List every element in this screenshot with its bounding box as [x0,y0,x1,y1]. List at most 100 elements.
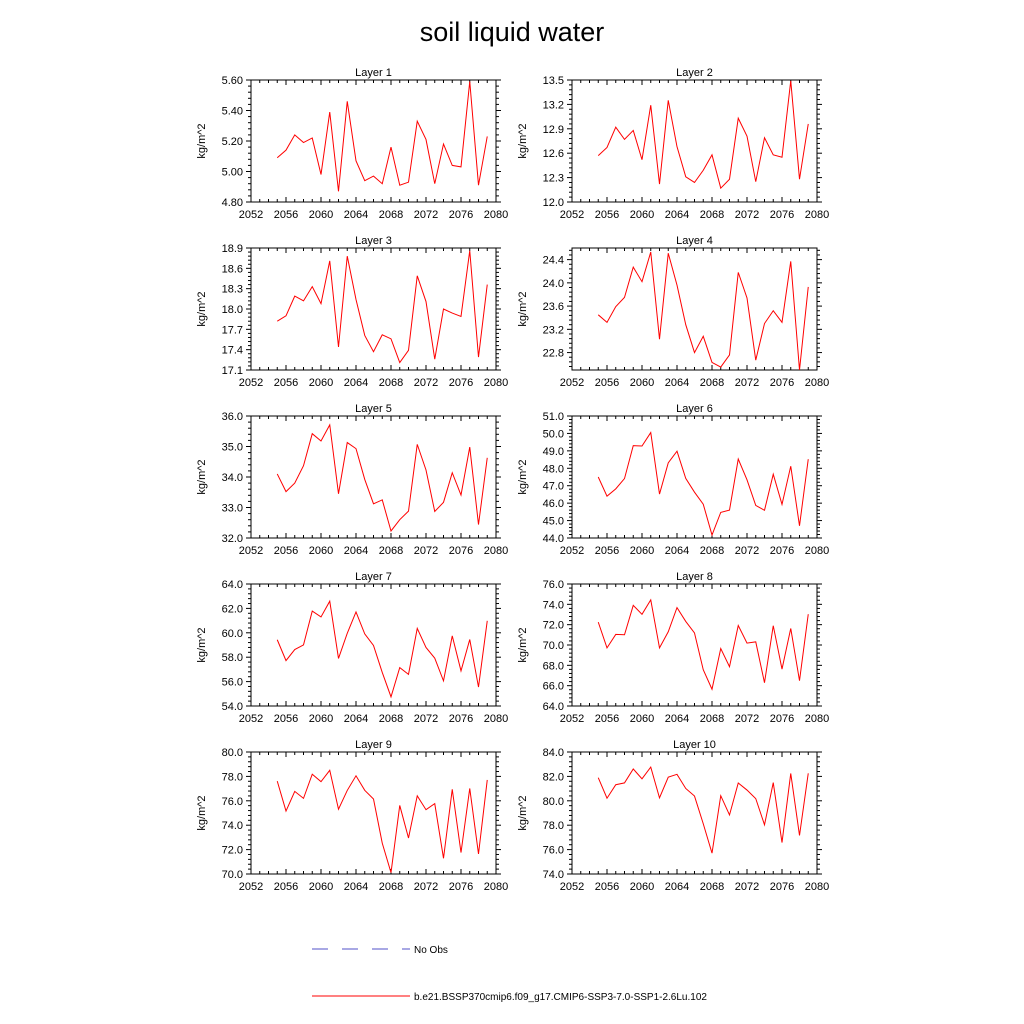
layer-10-x-tick-label: 2072 [735,881,759,893]
layer-3-y-tick-label: 18.9 [222,243,243,255]
layer-5-panel: Layer 5 kg/m^2 2052 2056 2060 2064 2068 2072 207… [196,403,508,557]
layer-10-y-tick-label: 76.0 [543,845,564,857]
layer-6-x-tick-label: 2080 [805,545,829,557]
layer-2-plot-frame [571,79,818,203]
layer-5-x-tick-label: 2080 [484,545,508,557]
layer-2-x-tick-label: 2080 [805,209,829,221]
layer-3-y-tick-label: 17.7 [222,324,243,336]
layer-5-x-tick-label: 2060 [309,545,333,557]
layer-2-y-tick-label: 12.9 [543,124,564,136]
layer-5-y-axis-label: kg/m^2 [196,459,208,494]
layer-3-y-axis-label: kg/m^2 [196,291,208,326]
layer-5-x-tick-label: 2068 [379,545,403,557]
layer-6-y-tick-label: 45.0 [543,516,564,528]
layer-7-x-tick-label: 2064 [344,713,368,725]
layer-7-y-tick-label: 58.0 [222,652,243,664]
layer-9-series-line [276,769,488,873]
layer-5-y-tick-label: 34.0 [222,472,243,484]
layer-5-y-tick-label: 33.0 [222,503,243,515]
panel-grid: Layer 1 kg/m^2 2052 2056 2060 2064 2068 2072 207… [196,67,829,893]
layer-10-x-tick-label: 2068 [700,881,724,893]
layer-1-y-axis-label: kg/m^2 [196,123,208,158]
layer-6-x-tick-label: 2072 [735,545,759,557]
layer-2-y-tick-label: 12.3 [543,173,564,185]
layer-7-y-tick-label: 54.0 [222,701,243,713]
layer-9-plot-frame [250,751,497,875]
layer-3-x-tick-label: 2080 [484,377,508,389]
layer-7-y-tick-label: 64.0 [222,579,243,591]
layer-2-title: Layer 2 [676,67,713,79]
layer-4-x-tick-label: 2076 [770,377,794,389]
layer-9-x-tick-label: 2076 [449,881,473,893]
layer-6-x-tick-label: 2068 [700,545,724,557]
layer-8-x-tick-label: 2072 [735,713,759,725]
layer-2-panel: Layer 2 kg/m^2 2052 2056 2060 2064 2068 2072 207… [517,67,829,221]
layer-9-y-tick-label: 76.0 [222,796,243,808]
layer-1-series-line [276,81,488,192]
layer-8-y-tick-label: 68.0 [543,660,564,672]
layer-8-x-tick-label: 2060 [630,713,654,725]
layer-5-y-tick-label: 36.0 [222,411,243,423]
layer-10-x-tick-label: 2064 [665,881,689,893]
layer-9-y-tick-label: 72.0 [222,845,243,857]
layer-2-y-axis-label: kg/m^2 [517,123,529,158]
layer-8-y-axis-label: kg/m^2 [517,627,529,662]
layer-6-y-axis-label: kg/m^2 [517,459,529,494]
layer-10-x-tick-label: 2056 [595,881,619,893]
layer-2-x-tick-label: 2052 [560,209,584,221]
layer-8-y-tick-label: 74.0 [543,599,564,611]
layer-6-y-tick-label: 51.0 [543,411,564,423]
layer-2-x-tick-label: 2072 [735,209,759,221]
layer-8-y-tick-label: 70.0 [543,640,564,652]
layer-3-panel: Layer 3 kg/m^2 2052 2056 2060 2064 2068 2072 207… [196,235,508,389]
layer-10-y-axis-label: kg/m^2 [517,795,529,830]
layer-8-x-tick-label: 2056 [595,713,619,725]
layer-3-series-line [276,250,488,364]
layer-2-x-tick-label: 2060 [630,209,654,221]
layer-6-y-tick-label: 46.0 [543,498,564,510]
layer-3-x-tick-label: 2076 [449,377,473,389]
layer-5-x-tick-label: 2072 [414,545,438,557]
layer-8-y-tick-label: 72.0 [543,620,564,632]
layer-8-x-tick-label: 2080 [805,713,829,725]
layer-10-x-tick-label: 2052 [560,881,584,893]
layer-2-x-tick-label: 2056 [595,209,619,221]
layer-9-x-tick-label: 2060 [309,881,333,893]
layer-4-x-tick-label: 2064 [665,377,689,389]
legend: No Obs b.e21.BSSP370cmip6.f09_g17.CMIP6-… [312,945,707,1003]
layer-1-x-tick-label: 2068 [379,209,403,221]
layer-8-x-tick-label: 2064 [665,713,689,725]
layer-9-y-tick-label: 74.0 [222,820,243,832]
layer-1-plot-frame [250,79,497,203]
layer-2-y-tick-label: 13.5 [543,75,564,87]
layer-7-y-tick-label: 62.0 [222,603,243,615]
layer-7-x-tick-label: 2080 [484,713,508,725]
layer-1-y-tick-label: 5.00 [222,167,243,179]
layer-8-x-tick-label: 2052 [560,713,584,725]
layer-8-y-tick-label: 66.0 [543,681,564,693]
layer-10-x-tick-label: 2060 [630,881,654,893]
layer-6-x-tick-label: 2064 [665,545,689,557]
layer-1-x-tick-label: 2056 [274,209,298,221]
layer-2-y-tick-label: 12.6 [543,148,564,160]
layer-5-x-tick-label: 2052 [239,545,263,557]
layer-1-y-tick-label: 5.40 [222,106,243,118]
layer-7-x-tick-label: 2072 [414,713,438,725]
layer-4-panel: Layer 4 kg/m^2 2052 2056 2060 2064 2068 2072 207… [517,235,829,389]
layer-10-y-tick-label: 80.0 [543,796,564,808]
layer-7-title: Layer 7 [355,571,392,583]
legend-run-label: b.e21.BSSP370cmip6.f09_g17.CMIP6-SSP3-7.… [414,992,707,1003]
layer-1-y-tick-label: 4.80 [222,197,243,209]
layer-4-y-axis-label: kg/m^2 [517,291,529,326]
layer-5-series-line [276,423,488,533]
layer-2-x-tick-label: 2076 [770,209,794,221]
layer-8-x-tick-label: 2076 [770,713,794,725]
layer-5-x-tick-label: 2076 [449,545,473,557]
layer-10-series-line [597,766,809,854]
layer-7-x-tick-label: 2056 [274,713,298,725]
layer-2-series-line [597,80,809,190]
layer-4-y-tick-label: 24.4 [543,255,564,267]
layer-4-y-tick-label: 24.0 [543,278,564,290]
layer-5-x-tick-label: 2064 [344,545,368,557]
